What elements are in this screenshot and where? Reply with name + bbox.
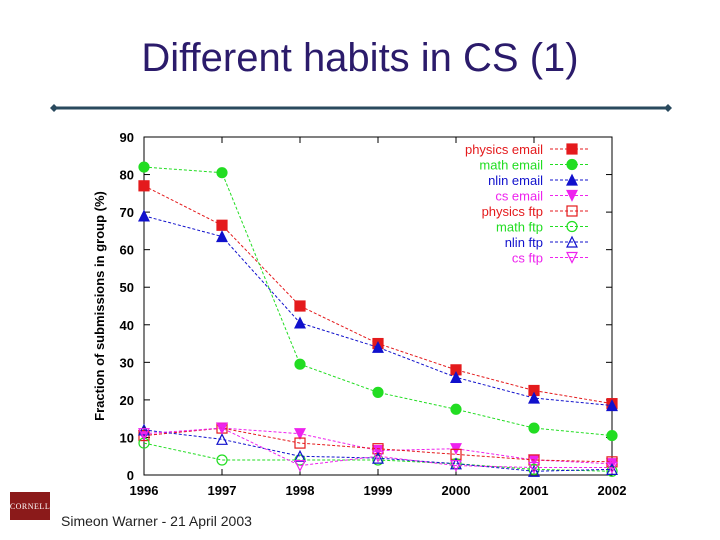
legend-label: math email [479,158,543,173]
title-divider [50,104,672,112]
data-point [138,428,150,441]
data-point [138,429,150,442]
data-point [528,463,540,475]
data-point [372,451,384,464]
legend-label: nlin email [488,173,543,188]
data-point [372,386,384,398]
legend-marker [566,220,578,233]
legend-marker [566,235,578,248]
legend-marker [566,143,578,155]
data-point [606,461,618,474]
legend-marker [566,173,578,186]
data-point [294,428,306,441]
data-point [294,437,306,449]
data-point [294,460,306,472]
y-tick-label: 0 [127,468,134,483]
data-point [216,167,228,179]
data-point [294,358,306,370]
x-tick-label: 2001 [520,483,549,498]
y-tick-label: 60 [120,243,134,258]
y-tick-label: 80 [120,168,134,183]
x-tick-label: 1999 [364,483,393,498]
y-tick-label: 30 [120,355,134,370]
data-point [294,300,306,312]
data-point [216,219,228,231]
legend-marker [566,158,578,171]
y-tick-label: 20 [120,393,134,408]
data-point [606,429,618,442]
legend-label: physics ftp [482,204,543,219]
legend-marker [566,205,578,217]
legend-label: cs email [495,189,543,204]
data-point [294,316,306,329]
data-point [606,465,618,477]
data-point [372,454,384,466]
legend-label: cs ftp [512,251,543,266]
slide-title: Different habits in CS (1) [141,36,579,80]
data-point [450,457,462,470]
data-point [528,422,540,434]
y-tick-label: 10 [120,430,134,445]
data-point [606,463,618,475]
data-point [216,230,228,243]
data-point [450,460,462,472]
legend-marker [566,251,578,264]
data-point [138,161,150,173]
legend-label: math ftp [496,220,543,235]
x-tick-label: 1998 [286,483,315,498]
chart-series [138,161,618,477]
data-point [216,454,228,466]
series-cs-ftp [138,422,618,474]
data-point [372,444,384,457]
legend-marker [566,189,578,202]
data-point [372,340,384,353]
data-point [450,403,462,415]
footer-credit: Simeon Warner - 21 April 2003 [61,513,252,529]
data-point [216,432,228,445]
data-point [138,423,150,436]
data-point [294,449,306,462]
x-tick-label: 1996 [130,483,159,498]
y-tick-label: 40 [120,318,134,333]
legend-label: nlin ftp [505,235,543,250]
y-tick-label: 50 [120,280,134,295]
y-tick-label: 70 [120,205,134,220]
series-nlin-email [138,209,618,412]
data-point [138,209,150,222]
series-physics-email [138,180,618,410]
legend-label: physics email [465,142,543,157]
cornell-logo: CORNELL [10,492,50,520]
data-point [450,443,462,456]
data-point [216,422,228,435]
x-tick-label: 2000 [442,483,471,498]
data-point [138,180,150,192]
chart-axes: 0 10 20 30 40 50 60 70 80 90 1996 1997 1998 1999 2000 2… [92,130,626,498]
data-point [528,391,540,404]
y-tick-label: 90 [120,130,134,145]
series-math-email [138,161,618,442]
x-tick-label: 2002 [598,483,627,498]
data-point [528,461,540,474]
data-point [606,456,618,468]
data-point [528,464,540,477]
data-point [606,399,618,412]
y-axis-label: Fraction of submissions in group (%) [92,191,107,421]
data-point [372,450,384,463]
data-point [450,371,462,383]
x-tick-label: 1997 [208,483,237,498]
series-line [143,427,613,463]
